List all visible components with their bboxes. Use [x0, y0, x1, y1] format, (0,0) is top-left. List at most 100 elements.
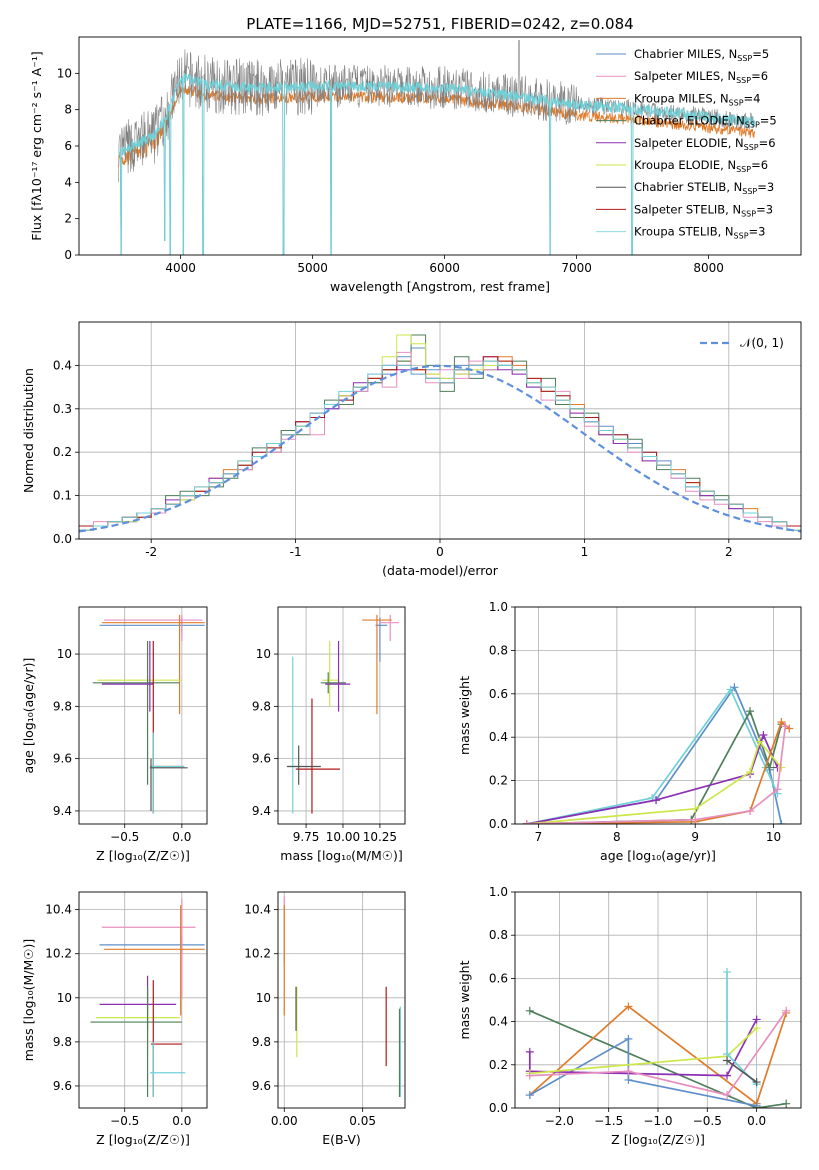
y-tick-label: 10.4 — [244, 903, 271, 917]
x-tick-label: 9 — [691, 830, 699, 844]
y-tick-label: 9.6 — [252, 1079, 271, 1093]
x-axis-label: mass [log₁₀(M/M☉)] — [280, 848, 402, 863]
y-tick-label: 6 — [64, 139, 72, 153]
x-tick-label: 9.75 — [293, 830, 320, 844]
weight-series-line — [528, 1019, 758, 1077]
weight-marker — [782, 1099, 791, 1108]
weight-marker — [773, 785, 782, 794]
weight-marker — [752, 1101, 761, 1108]
x-axis-label: wavelength [Angstrom, rest frame] — [330, 279, 550, 294]
weight-marker — [746, 707, 755, 716]
y-tick-label: 0.3 — [53, 402, 72, 416]
x-axis-label: Z [log₁₀(Z/Z☉)] — [96, 1132, 190, 1147]
weight-marker — [777, 763, 786, 772]
x-tick-label: 10.25 — [363, 830, 397, 844]
histogram-step-line — [79, 360, 801, 531]
y-tick-label: 0.2 — [489, 774, 508, 788]
x-tick-label: −1.5 — [594, 1114, 623, 1128]
y-tick-label: 0 — [64, 248, 72, 262]
figure-title: PLATE=1166, MJD=52751, FIBERID=0242, z=0… — [246, 15, 633, 33]
y-tick-label: 9.8 — [252, 1035, 271, 1049]
weight-series-line — [726, 1059, 758, 1083]
axes-frame — [78, 606, 208, 825]
weight-series-line — [529, 1027, 758, 1075]
residual-histograms — [79, 334, 801, 533]
y-axis-label: Normed distribution — [21, 368, 36, 493]
legend-label: 𝒩(0, 1) — [740, 336, 784, 350]
x-tick-label: 10 — [766, 830, 781, 844]
weight-marker — [746, 767, 755, 776]
y-tick-label: 9.8 — [53, 1035, 72, 1049]
y-tick-label: 0.0 — [489, 817, 508, 831]
weight-marker — [759, 731, 768, 740]
weight-marker — [752, 1015, 761, 1024]
x-tick-label: 5000 — [297, 261, 328, 275]
normal-curve-line — [79, 364, 801, 533]
y-tick-label: 0.2 — [53, 445, 72, 459]
z-weight-panel: −2.0 −1.5 −1.0 −0.5 0.0 0.0 0.2 0.4 0.6 0.8 1.0 Z [… — [457, 885, 802, 1147]
x-tick-label: 2 — [725, 545, 733, 559]
x-tick-label: 1 — [581, 545, 589, 559]
weight-marker — [652, 796, 661, 805]
x-tick-label: 0.00 — [271, 1114, 298, 1128]
spectrum-legend: Chabrier MILES, NSSP=5 Salpeter MILES, NS… — [596, 47, 777, 241]
legend-label: Salpeter MILES, NSSP=6 — [634, 69, 768, 85]
y-tick-label: 0.4 — [489, 1015, 508, 1029]
y-tick-label: 4 — [64, 175, 72, 189]
weight-marker — [525, 1047, 534, 1056]
mass-age-panel: 9.75 10.00 10.25 9.4 9.6 9.8 10 mass [log₁₀(M/M… — [252, 606, 406, 863]
weight-marker — [723, 1056, 732, 1065]
weight-marker — [752, 1024, 761, 1033]
y-axis-label: Flux [fλ10⁻¹⁷ erg cm⁻² s⁻¹ A⁻¹] — [29, 51, 44, 240]
age-weight-panel: 7 8 9 10 0.0 0.2 0.4 0.6 0.8 1.0 age [log₁₀(age/yr… — [457, 600, 802, 863]
weight-lines — [525, 967, 791, 1108]
weight-marker — [723, 1091, 732, 1100]
legend-label: Chabrier STELIB, NSSP=3 — [634, 180, 774, 196]
x-tick-label: 0.05 — [349, 1114, 376, 1128]
y-axis-label: mass weight — [457, 676, 472, 755]
weight-marker — [765, 763, 774, 772]
x-tick-label: 0.0 — [747, 1114, 766, 1128]
legend-label: Kroupa ELODIE, NSSP=6 — [634, 158, 768, 174]
weight-marker — [723, 1071, 732, 1080]
errorbars — [283, 896, 401, 1097]
weight-marker — [691, 815, 700, 824]
y-tick-label: 9.8 — [53, 699, 72, 713]
y-tick-label: 10 — [57, 647, 72, 661]
x-tick-label: -2 — [145, 545, 157, 559]
y-tick-label: 10 — [57, 66, 72, 80]
x-tick-label: 10.00 — [326, 830, 360, 844]
x-tick-label: 8000 — [693, 261, 724, 275]
y-tick-label: 2 — [64, 212, 72, 226]
weight-marker — [777, 718, 786, 727]
y-axis-label: mass [log₁₀(M/M☉)] — [21, 939, 36, 1061]
x-axis-label: (data-model)/error — [382, 563, 499, 578]
y-tick-label: 0.2 — [489, 1058, 508, 1072]
x-tick-label: −2.0 — [545, 1114, 574, 1128]
y-tick-label: 9.8 — [252, 699, 271, 713]
x-tick-label: 4000 — [165, 261, 196, 275]
residuals-panel: -2 -1 0 1 2 0.0 0.1 0.2 0.3 0.4 (data-model)/error… — [21, 321, 802, 578]
y-tick-label: 0.0 — [489, 1101, 508, 1115]
y-tick-label: 10 — [57, 991, 72, 1005]
x-tick-label: −0.5 — [110, 1114, 139, 1128]
axes-frame — [78, 891, 208, 1109]
x-axis-label: Z [log₁₀(Z/Z☉)] — [611, 1132, 705, 1147]
errorbars — [286, 614, 400, 814]
x-tick-label: −0.5 — [110, 830, 139, 844]
model-line-kroupa-stelib — [118, 72, 756, 255]
weight-series-line — [529, 1037, 757, 1107]
x-tick-label: −1.0 — [643, 1114, 672, 1128]
weight-marker — [624, 1002, 633, 1011]
y-tick-label: 0.8 — [489, 928, 508, 942]
z-mass-panel: −0.5 0.0 9.6 9.8 10 10.2 10.4 Z [log₁₀(Z/Z☉)] ma… — [21, 891, 208, 1147]
x-tick-label: 7 — [535, 830, 543, 844]
spectrum-panel: 4000 5000 6000 7000 8000 0 2 4 6 8 10 wavelength [A… — [29, 36, 802, 294]
ebv-mass-panel: 0.00 0.05 9.6 9.8 10 10.2 10.4 E(B-V) — [244, 891, 406, 1147]
weight-marker — [624, 1075, 633, 1084]
axes-frame — [78, 36, 802, 256]
weight-marker — [522, 820, 531, 824]
y-tick-label: 10 — [256, 991, 271, 1005]
weight-marker — [624, 1034, 633, 1043]
weight-lines — [522, 683, 794, 824]
